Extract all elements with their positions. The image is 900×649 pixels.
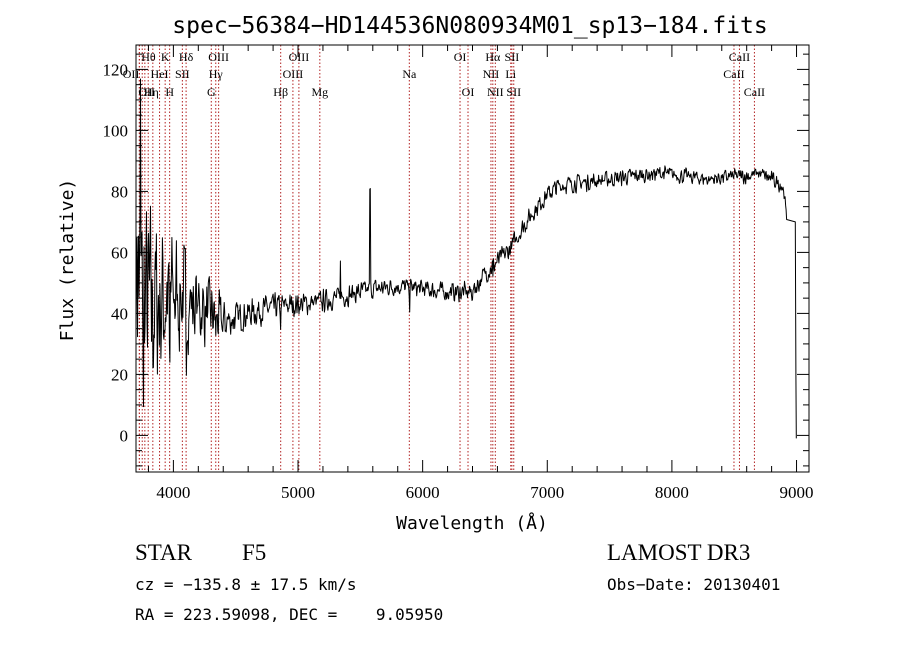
object-subclass: F5 <box>242 540 266 565</box>
line-marker-label: Hβ <box>273 85 288 99</box>
x-tick-label: 6000 <box>406 483 440 502</box>
chart-title: spec−56384−HD144536N080934M01_sp13−184.f… <box>172 13 767 39</box>
x-axis-label: Wavelength (Å) <box>396 512 548 534</box>
series-layer <box>135 78 797 439</box>
x-tick-label: 8000 <box>655 483 689 502</box>
line-marker-label: K <box>161 50 170 64</box>
y-tick-label: 100 <box>103 121 129 140</box>
line-marker-label: Li <box>505 67 516 81</box>
line-marker-label: SII <box>506 85 521 99</box>
line-marker-label: SII <box>505 50 520 64</box>
y-tick-label: 0 <box>120 426 129 445</box>
x-tick-label: 4000 <box>156 483 190 502</box>
y-axis-label: Flux (relative) <box>57 179 78 342</box>
line-marker-label: Hη <box>144 85 159 99</box>
line-marker-label: OII <box>123 67 140 81</box>
line-marker-label: Hα <box>485 50 501 64</box>
line-marker-label: Na <box>402 67 417 81</box>
line-marker-label: Hθ <box>141 50 156 64</box>
line-marker-labels: OIIOIIHθHηHeIKHSIIHδGHγOIIIHβOIIIOIIIMgN… <box>123 50 765 99</box>
line-marker-label: CaII <box>744 85 765 99</box>
line-marker-label: NII <box>483 67 500 81</box>
line-marker-label: OIII <box>208 50 229 64</box>
ra-dec-text: RA = 223.59098, DEC = 9.05950 <box>135 605 443 624</box>
line-marker-label: OI <box>454 50 467 64</box>
x-tick-label: 7000 <box>530 483 564 502</box>
survey-label: LAMOST DR3 <box>607 540 750 565</box>
obs-date-text: Obs−Date: 20130401 <box>607 575 780 594</box>
line-marker-label: H <box>165 85 174 99</box>
line-marker-label: NII <box>487 85 504 99</box>
x-tick-label: 9000 <box>780 483 814 502</box>
line-marker-label: OIII <box>289 50 310 64</box>
y-tick-label: 20 <box>111 365 128 384</box>
spectrum-line <box>135 78 797 439</box>
line-marker-label: CaII <box>723 67 744 81</box>
line-marker-label: OI <box>462 85 475 99</box>
y-tick-label: 80 <box>111 182 128 201</box>
x-axis: 4000 5000 6000 7000 8000 9000 <box>147 45 814 502</box>
plot-frame <box>135 44 810 473</box>
line-marker-label: Mg <box>311 85 328 99</box>
x-tick-label: 5000 <box>281 483 315 502</box>
object-class: STAR <box>135 540 193 565</box>
y-tick-label: 40 <box>111 304 128 323</box>
y-axis: 0 20 40 60 80 100 120 <box>103 53 809 467</box>
line-marker-label: SII <box>175 67 190 81</box>
line-marker-label: Hγ <box>209 67 224 81</box>
line-marker-label: OIII <box>283 67 304 81</box>
line-marker-label: OII <box>138 85 155 99</box>
line-marker-label: G <box>207 85 216 99</box>
y-tick-label: 60 <box>111 243 128 262</box>
line-marker-label: Hδ <box>179 50 194 64</box>
y-tick-label: 120 <box>103 60 129 79</box>
line-markers <box>138 45 755 472</box>
line-marker-label: HeI <box>151 67 169 81</box>
redshift-text: cz = −135.8 ± 17.5 km/s <box>135 575 357 594</box>
line-marker-label: CaII <box>729 50 750 64</box>
